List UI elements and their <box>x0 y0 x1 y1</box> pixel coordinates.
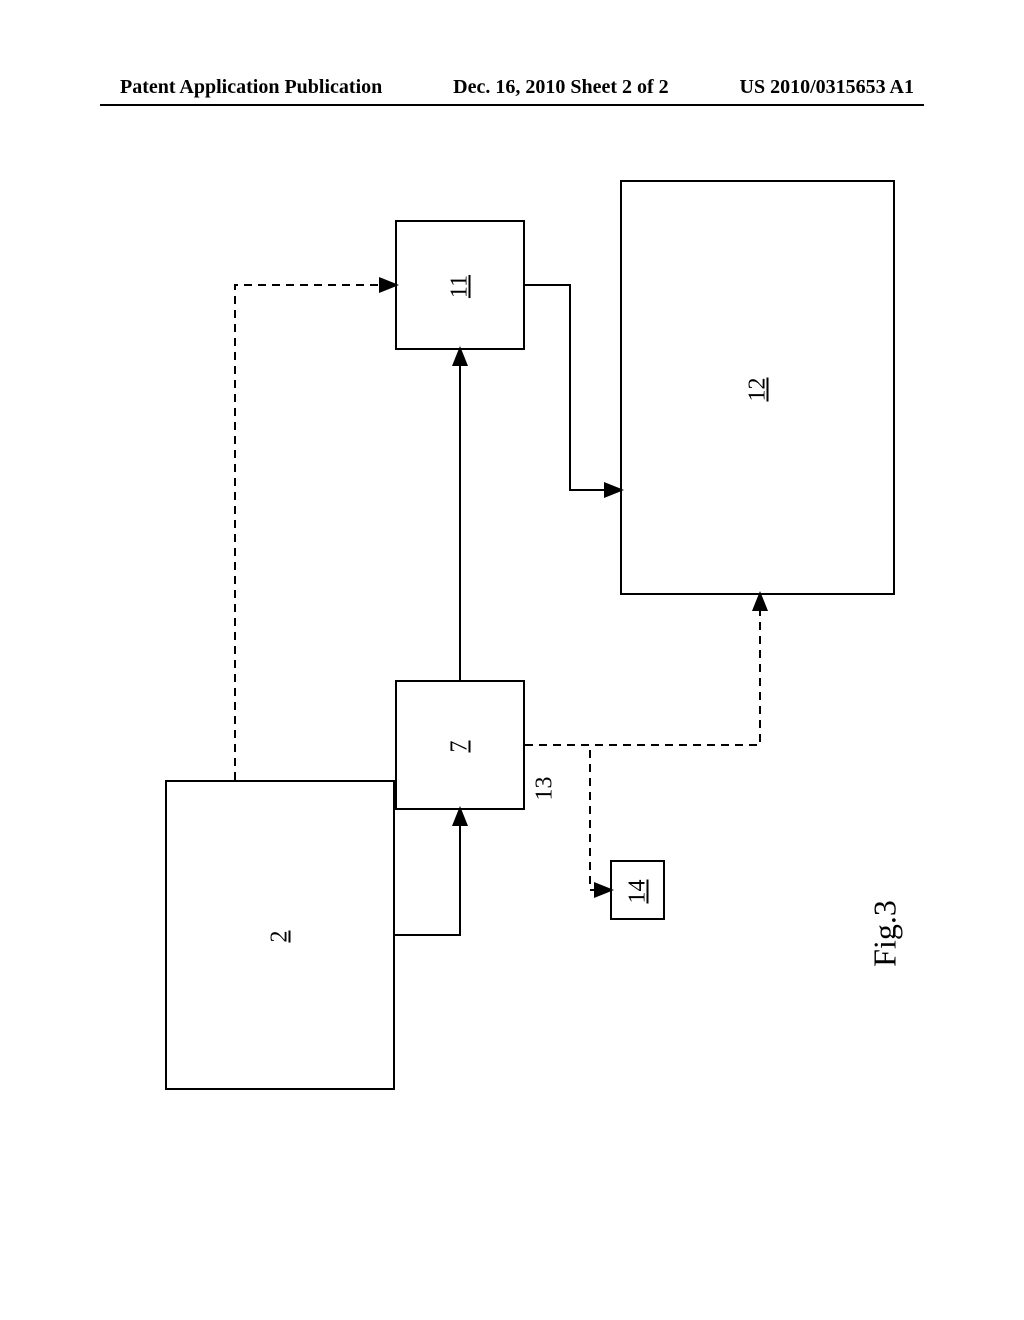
solid-arrows <box>395 285 620 935</box>
header-center: Dec. 16, 2010 Sheet 2 of 2 <box>453 76 669 99</box>
header-right: US 2010/0315653 A1 <box>740 76 914 99</box>
label-11: 11 <box>447 272 474 302</box>
header-left: Patent Application Publication <box>120 76 382 99</box>
edge-label-13: 13 <box>532 774 559 804</box>
page-header: Patent Application Publication Dec. 16, … <box>0 76 1024 99</box>
page: Patent Application Publication Dec. 16, … <box>0 0 1024 1320</box>
label-14: 14 <box>624 877 651 907</box>
label-7: 7 <box>447 732 474 762</box>
figure-caption: Fig.3 <box>867 889 904 979</box>
label-12: 12 <box>744 374 771 404</box>
label-2: 2 <box>267 922 294 952</box>
diagram-area: 2 7 11 12 14 13 Fig.3 <box>100 160 924 1220</box>
header-rule <box>100 104 924 106</box>
